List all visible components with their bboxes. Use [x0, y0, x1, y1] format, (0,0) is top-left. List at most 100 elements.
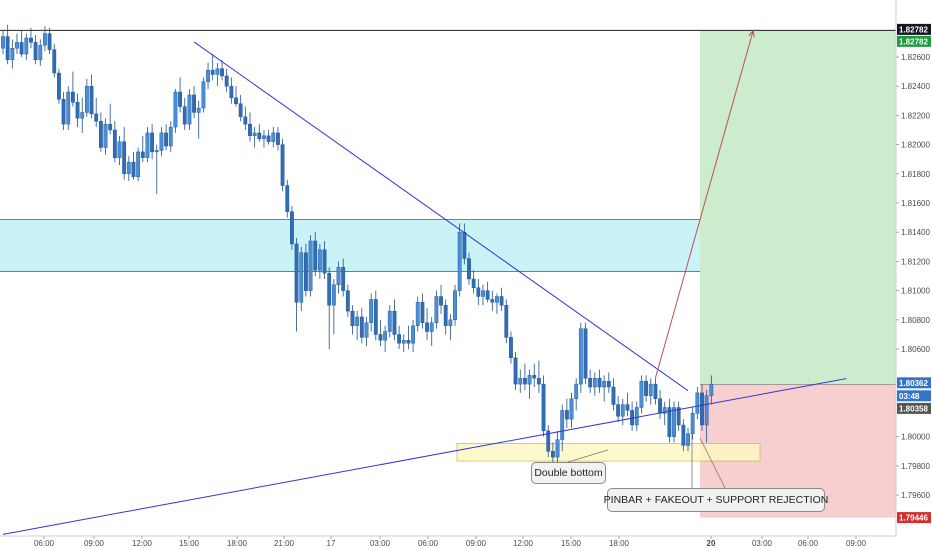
candle	[620, 398, 625, 426]
x-tick-label: 06:00	[34, 539, 55, 548]
price-badge-text: 1.79446	[899, 514, 928, 523]
candle	[187, 89, 192, 130]
zones-layer	[0, 30, 896, 518]
annotation-double-bottom[interactable]: Double bottom	[531, 462, 606, 484]
candle	[555, 430, 560, 463]
candle	[401, 334, 406, 352]
candle-body	[406, 340, 411, 344]
candle-body	[103, 123, 108, 148]
price-badge[interactable]: 1.80358	[897, 402, 931, 414]
candle-body	[94, 113, 99, 122]
candle	[294, 238, 299, 332]
price-badge[interactable]: 03:48	[897, 390, 931, 402]
candle	[173, 89, 178, 133]
x-tick-label: 09:00	[466, 539, 487, 548]
support-zone[interactable]	[456, 443, 761, 462]
candle-body	[504, 305, 509, 338]
candle	[616, 395, 621, 423]
candle-body	[527, 375, 532, 385]
x-tick-label: 21:00	[274, 539, 295, 548]
price-badge[interactable]: 1.79446	[897, 512, 931, 524]
candle-body	[196, 107, 201, 113]
candle-body	[644, 380, 648, 396]
candle	[308, 235, 313, 297]
price-badge-text: 1.80358	[899, 404, 928, 413]
trendline-descending[interactable]	[193, 41, 689, 392]
candle-body	[518, 378, 523, 385]
candle	[434, 290, 439, 329]
candle-body	[662, 407, 667, 414]
candle-body	[80, 112, 85, 119]
y-tick-label: 1.81800	[901, 170, 930, 179]
candle	[285, 179, 290, 218]
candle-body	[243, 116, 248, 125]
candle	[84, 78, 89, 117]
candle	[38, 39, 43, 66]
candle	[630, 401, 635, 431]
candle-body	[481, 290, 485, 297]
candle	[513, 351, 518, 390]
candle	[94, 97, 99, 128]
candle-body	[397, 334, 401, 344]
candle-body	[495, 296, 499, 303]
candle	[61, 92, 66, 130]
candle	[131, 151, 136, 180]
profit-zone[interactable]	[700, 30, 896, 385]
candle	[280, 138, 285, 192]
candle	[425, 308, 429, 341]
candle	[686, 427, 690, 452]
candle	[192, 86, 196, 119]
candle	[164, 124, 168, 151]
candle-body	[336, 267, 341, 285]
projection-arrow-line[interactable]	[654, 30, 754, 379]
candle	[229, 77, 234, 104]
candle	[467, 252, 471, 285]
candle	[52, 43, 57, 78]
candle	[341, 258, 346, 297]
annotation-pinbar[interactable]: PINBAR + FAKEOUT + SUPPORT REJECTION	[604, 488, 828, 512]
candle-body	[262, 135, 266, 139]
candle	[299, 246, 304, 312]
candle	[653, 378, 658, 405]
price-badge[interactable]: 1.80362	[897, 377, 931, 389]
candle-body	[29, 37, 33, 43]
candle	[471, 270, 476, 294]
price-badge[interactable]: 1.82782	[897, 23, 931, 35]
candle-body	[546, 430, 551, 452]
candle	[485, 281, 490, 303]
candle-body	[606, 380, 611, 388]
x-tick-label: 12:00	[513, 539, 534, 548]
candle	[234, 86, 238, 107]
candle-body	[476, 287, 481, 297]
candle-body	[359, 316, 364, 338]
candle-body	[387, 310, 392, 332]
candle-body	[299, 252, 304, 303]
candle-body	[457, 232, 462, 291]
candle	[537, 360, 541, 393]
candle	[24, 33, 29, 60]
candle-body	[523, 378, 527, 385]
candle-body	[485, 290, 490, 300]
x-tick-label: 15:00	[561, 539, 582, 548]
y-tick-label: 1.81600	[901, 199, 930, 208]
candle-body	[564, 410, 569, 420]
candle	[662, 401, 667, 426]
candle-body	[173, 91, 178, 128]
candle	[676, 401, 681, 431]
candle	[252, 127, 257, 148]
candle-body	[611, 386, 616, 405]
candle	[639, 375, 644, 414]
candle-body	[280, 144, 285, 186]
candle	[704, 389, 709, 443]
candle-body	[192, 94, 196, 113]
price-badge[interactable]: 1.82782	[897, 35, 931, 47]
candle	[527, 369, 532, 399]
candle-body	[653, 383, 658, 399]
price-badge-text: 1.80362	[899, 379, 928, 388]
y-tick-label: 1.80600	[901, 345, 930, 354]
trendline-ascending[interactable]	[2, 378, 847, 535]
x-tick-label: 20	[707, 539, 716, 548]
candle-body	[322, 249, 327, 274]
candle-body	[513, 357, 518, 385]
